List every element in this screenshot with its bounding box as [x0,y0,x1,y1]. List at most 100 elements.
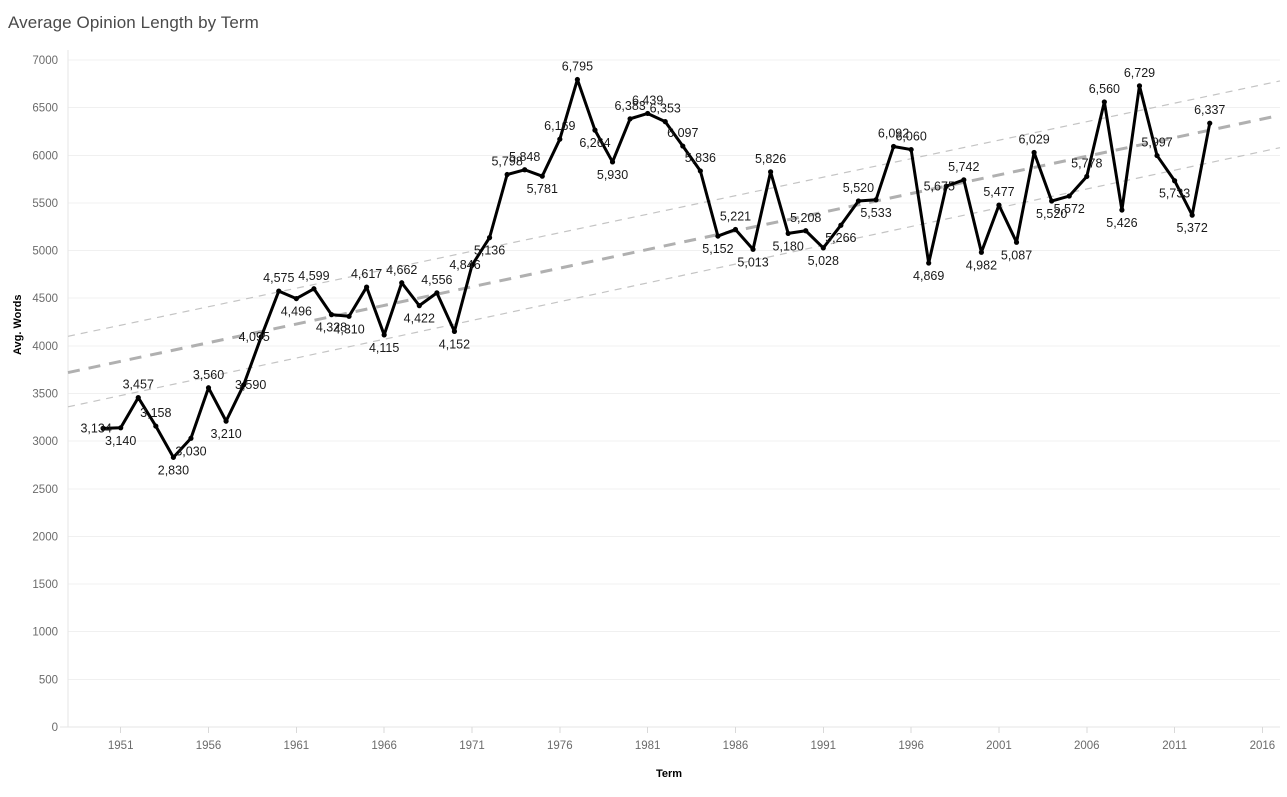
data-point[interactable] [223,418,229,424]
data-point-label: 4,115 [369,341,399,355]
data-point[interactable] [1207,120,1213,126]
data-point[interactable] [838,222,844,228]
x-tick-label: 1961 [284,740,310,752]
data-point[interactable] [188,435,194,441]
y-tick-label: 6500 [32,103,58,115]
data-point[interactable] [680,143,686,149]
data-point-label: 6,029 [1018,133,1049,147]
data-point[interactable] [381,332,387,338]
data-point[interactable] [1189,212,1195,218]
data-point-label: 4,599 [298,269,329,283]
trend-line-confidence-upper [67,80,1281,337]
data-point[interactable] [574,76,580,83]
data-point-label: 4,982 [966,258,997,272]
axis-group [60,50,1280,733]
data-point[interactable] [978,249,984,255]
data-point[interactable] [961,177,967,183]
data-point[interactable] [890,143,897,150]
data-point[interactable] [662,119,668,125]
data-point[interactable] [1031,149,1037,156]
x-tick-label: 1981 [635,740,661,752]
y-tick-label: 6000 [32,150,58,162]
trend-line-confidence-lower [67,147,1281,408]
data-point[interactable] [785,230,791,237]
data-point[interactable] [732,226,739,233]
data-point[interactable] [645,110,651,117]
data-point[interactable] [908,146,914,153]
data-point[interactable] [627,116,633,122]
data-point-label: 5,520 [1036,207,1067,221]
y-axis-title: Avg. Words [12,294,24,355]
data-point[interactable] [100,425,106,431]
data-point-label: 6,169 [544,119,575,133]
data-point[interactable] [258,334,264,340]
data-point[interactable] [328,312,335,318]
data-point[interactable] [118,425,124,431]
data-point[interactable] [346,313,352,319]
data-point-label: 5,221 [720,210,751,224]
data-point[interactable] [135,394,141,401]
data-point[interactable] [241,382,247,388]
data-point[interactable] [293,295,299,302]
data-point-label: 3,210 [210,427,241,441]
data-point[interactable] [486,235,493,241]
data-point[interactable] [504,171,510,178]
data-point[interactable] [803,228,809,234]
data-point-label: 5,477 [983,185,1014,199]
data-point[interactable] [1049,198,1055,204]
data-point[interactable] [943,183,949,189]
x-tick-label: 2006 [1074,740,1100,752]
data-point-label: 6,353 [650,102,681,116]
data-point[interactable] [1172,178,1178,184]
data-point[interactable] [364,284,370,290]
data-point-label: 4,328 [316,321,347,335]
data-point[interactable] [1101,99,1107,105]
data-point[interactable] [522,167,528,173]
data-point[interactable] [592,127,598,133]
data-point-label: 5,733 [1159,187,1190,201]
data-point-label: 5,520 [843,181,874,195]
data-point[interactable] [768,169,774,175]
data-point[interactable] [873,197,879,203]
x-tick-label: 1951 [108,740,134,752]
data-point[interactable] [276,288,282,294]
data-point[interactable] [311,286,317,292]
data-point[interactable] [996,202,1002,208]
data-point[interactable] [715,233,721,239]
data-point-label: 5,426 [1106,216,1137,230]
data-point[interactable] [1154,152,1160,159]
data-point[interactable] [609,159,616,165]
data-point[interactable] [539,173,545,179]
data-point[interactable] [451,328,458,334]
data-point[interactable] [205,385,212,391]
y-tick-label: 3000 [32,436,58,448]
data-point[interactable] [820,245,826,251]
data-point-label: 5,848 [509,150,540,164]
data-point[interactable] [750,246,756,252]
data-point[interactable] [399,280,405,286]
data-point[interactable] [697,168,703,174]
data-point[interactable] [1084,173,1090,180]
data-point[interactable] [434,290,440,296]
data-point[interactable] [469,262,475,268]
data-point[interactable] [416,303,422,309]
x-tick-label: 2011 [1162,740,1187,752]
data-point[interactable] [1119,207,1125,213]
data-point[interactable] [1013,239,1020,245]
data-point[interactable] [1066,193,1072,199]
data-point[interactable] [557,136,563,142]
data-point-label: 3,158 [140,406,171,420]
data-point-label: 5,028 [808,254,839,268]
data-point-label: 4,095 [239,330,270,344]
data-point[interactable] [855,198,862,204]
data-point[interactable] [926,260,932,266]
data-point-label: 5,798 [491,155,522,169]
data-series-group [100,76,1213,460]
data-point[interactable] [153,423,159,429]
data-point-label: 6,560 [1089,82,1120,96]
data-point[interactable] [1136,83,1143,89]
x-axis-title: Term [656,768,683,780]
data-point-label: 6,439 [632,93,663,107]
data-point[interactable] [170,454,176,460]
